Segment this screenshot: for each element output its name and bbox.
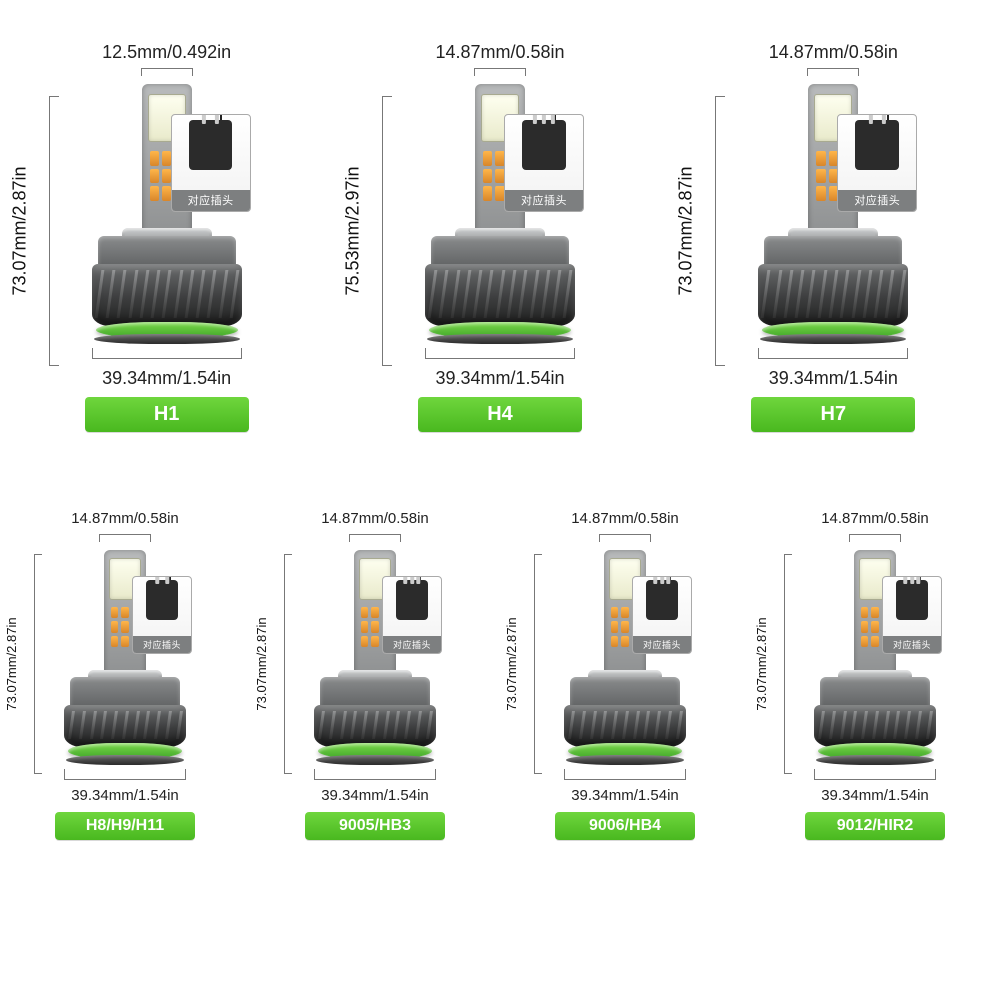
base-dimension: 39.34mm/1.54in (821, 787, 929, 804)
top-dimension: 14.87mm/0.58in (769, 42, 898, 66)
connector-label: 对应插头 (505, 190, 583, 211)
connector-label: 对应插头 (133, 636, 191, 653)
top-dimension: 14.87mm/0.58in (821, 510, 929, 532)
model-badge: H4 (418, 397, 582, 432)
height-dimension: 73.07mm/2.87in (676, 166, 697, 295)
connector-label: 对应插头 (633, 636, 691, 653)
height-bracket: 73.07mm/2.87in (752, 554, 788, 774)
base-dimension: 39.34mm/1.54in (102, 368, 231, 389)
connector-inset: 对应插头 (504, 114, 584, 212)
product-spec-grid: { "layout": { "page_w": 1000, "page_h": … (0, 0, 1000, 1000)
height-dimension: 73.07mm/2.87in (9, 166, 30, 295)
base-width-bracket (314, 769, 436, 781)
model-badge: H8/H9/H11 (55, 812, 195, 840)
base-width-bracket (814, 769, 936, 781)
top-width-bracket (141, 68, 193, 78)
connector-label: 对应插头 (838, 190, 916, 211)
connector-inset: 对应插头 (171, 114, 251, 212)
row-top: 12.5mm/0.492in 73.07mm/2.87in 对应插头 39.34… (0, 42, 1000, 432)
height-dimension: 73.07mm/2.87in (754, 617, 769, 710)
connector-inset: 对应插头 (132, 576, 192, 654)
height-dimension: 75.53mm/2.97in (342, 166, 363, 295)
top-width-bracket (349, 534, 401, 544)
base-dimension: 39.34mm/1.54in (571, 787, 679, 804)
height-bracket: 73.07mm/2.87in (252, 554, 288, 774)
height-dimension: 73.07mm/2.87in (4, 617, 19, 710)
top-width-bracket (99, 534, 151, 544)
model-badge: H7 (751, 397, 915, 432)
top-width-bracket (807, 68, 859, 78)
height-bracket: 73.07mm/2.87in (2, 554, 38, 774)
connector-inset: 对应插头 (632, 576, 692, 654)
connector-label: 对应插头 (383, 636, 441, 653)
connector-label: 对应插头 (172, 190, 250, 211)
top-dimension: 14.87mm/0.58in (321, 510, 429, 532)
bulb-illustration: 对应插头 (87, 84, 247, 344)
bulb-illustration: 对应插头 (310, 550, 440, 765)
row-bottom: 14.87mm/0.58in 73.07mm/2.87in 对应插头 39.34… (0, 510, 1000, 840)
base-width-bracket (92, 348, 242, 362)
base-dimension: 39.34mm/1.54in (769, 368, 898, 389)
height-bracket: 75.53mm/2.97in (340, 96, 386, 366)
top-dimension: 14.87mm/0.58in (571, 510, 679, 532)
cell-h4: 14.87mm/0.58in 75.53mm/2.97in 对应插头 39.34… (350, 42, 650, 432)
bulb-illustration: 对应插头 (753, 84, 913, 344)
connector-inset: 对应插头 (382, 576, 442, 654)
cell-9005: 14.87mm/0.58in 73.07mm/2.87in 对应插头 39.34… (258, 510, 492, 840)
model-badge: H1 (85, 397, 249, 432)
cell-h1: 12.5mm/0.492in 73.07mm/2.87in 对应插头 39.34… (17, 42, 317, 432)
base-width-bracket (425, 348, 575, 362)
top-width-bracket (474, 68, 526, 78)
height-bracket: 73.07mm/2.87in (673, 96, 719, 366)
base-width-bracket (758, 348, 908, 362)
bulb-illustration: 对应插头 (420, 84, 580, 344)
height-bracket: 73.07mm/2.87in (7, 96, 53, 366)
height-dimension: 73.07mm/2.87in (254, 617, 269, 710)
top-dimension: 14.87mm/0.58in (71, 510, 179, 532)
bulb-illustration: 对应插头 (810, 550, 940, 765)
model-badge: 9012/HIR2 (805, 812, 945, 840)
model-badge: 9006/HB4 (555, 812, 695, 840)
connector-label: 对应插头 (883, 636, 941, 653)
base-width-bracket (64, 769, 186, 781)
cell-h7: 14.87mm/0.58in 73.07mm/2.87in 对应插头 39.34… (683, 42, 983, 432)
top-dimension: 14.87mm/0.58in (435, 42, 564, 66)
connector-inset: 对应插头 (882, 576, 942, 654)
connector-inset: 对应插头 (837, 114, 917, 212)
base-dimension: 39.34mm/1.54in (71, 787, 179, 804)
model-badge: 9005/HB3 (305, 812, 445, 840)
bulb-illustration: 对应插头 (560, 550, 690, 765)
top-width-bracket (849, 534, 901, 544)
base-dimension: 39.34mm/1.54in (435, 368, 564, 389)
top-width-bracket (599, 534, 651, 544)
height-dimension: 73.07mm/2.87in (504, 617, 519, 710)
bulb-illustration: 对应插头 (60, 550, 190, 765)
base-dimension: 39.34mm/1.54in (321, 787, 429, 804)
cell-9006: 14.87mm/0.58in 73.07mm/2.87in 对应插头 39.34… (508, 510, 742, 840)
top-dimension: 12.5mm/0.492in (102, 42, 231, 66)
height-bracket: 73.07mm/2.87in (502, 554, 538, 774)
base-width-bracket (564, 769, 686, 781)
cell-h8: 14.87mm/0.58in 73.07mm/2.87in 对应插头 39.34… (8, 510, 242, 840)
cell-9012: 14.87mm/0.58in 73.07mm/2.87in 对应插头 39.34… (758, 510, 992, 840)
